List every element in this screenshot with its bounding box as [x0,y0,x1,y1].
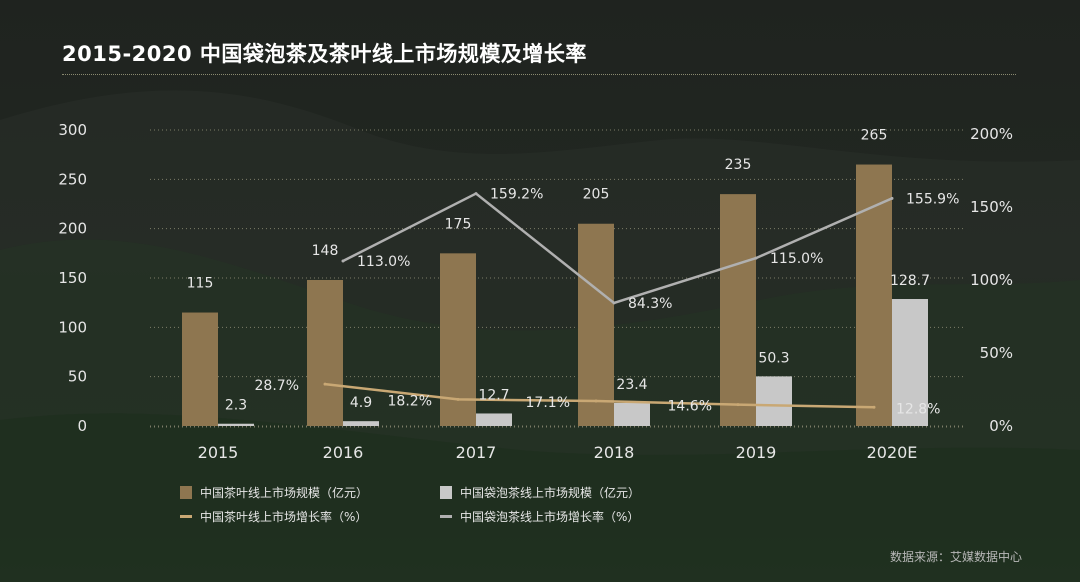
point-bagtea-growth [890,196,894,200]
bar-tea-value-label: 148 [312,243,339,259]
bar-bagtea-value-label: 50.3 [758,350,789,366]
x-tick-label: 2019 [736,443,777,462]
bar-bagtea-value-label: 12.7 [478,387,509,403]
y-left-tick-label: 100 [58,318,87,336]
bar-bagtea [476,413,512,426]
y-left-tick-label: 300 [58,121,87,139]
y-axis-left: 0 50 100 150 200 250 300 [58,121,87,435]
y-left-tick-label: 250 [58,170,87,188]
y-left-tick-label: 50 [68,368,87,386]
bar-bagtea-value-label: 2.3 [225,398,247,414]
bar-bagtea [218,423,254,426]
series-lines [323,192,894,409]
tea-growth-label: 14.6% [668,399,712,415]
legend-label: 中国茶叶线上市场增长率（%） [200,510,368,524]
y-right-tick-label: 150% [970,198,1013,216]
bagtea-growth-label: 159.2% [490,187,543,203]
point-tea-growth [456,397,460,401]
y-left-tick-label: 0 [77,417,87,435]
tea-growth-label: 28.7% [255,378,299,394]
y-right-tick-label: 100% [970,271,1013,289]
x-tick-label: 2015 [198,443,239,462]
tea-growth-label: 17.1% [526,395,570,411]
legend-swatch [440,486,452,499]
y-right-tick-label: 0% [989,417,1013,435]
legend-label: 中国袋泡茶线上市场规模（亿元） [460,486,641,500]
bar-tea [578,223,614,426]
bagtea-growth-label: 115.0% [770,251,823,267]
legend-item: 中国茶叶线上市场规模（亿元） [180,484,368,501]
x-tick-label: 2017 [456,443,497,462]
data-labels: 115 148 175 205 235 265 2.3 4.9 12.7 23.4 50.3 128.… [187,128,960,418]
legend-swatch [180,515,192,518]
title-divider [62,74,1016,75]
bar-tea [856,164,892,427]
point-tea-growth [736,403,740,407]
point-bagtea-growth [612,301,616,305]
x-tick-label: 2018 [594,443,635,462]
bagtea-growth-label: 84.3% [628,296,672,312]
x-tick-label: 2016 [323,443,364,462]
point-tea-growth [323,382,327,386]
y-left-tick-label: 150 [58,269,87,287]
bar-tea [720,194,756,426]
point-bagtea-growth [754,256,758,260]
x-tick-label: 2020E [867,443,918,462]
tea-growth-label: 12.8% [896,401,940,417]
page-title: 2015-2020 中国袋泡茶及茶叶线上市场规模及增长率 [62,42,587,66]
source-note: 数据来源：艾媒数据中心 [889,550,1022,564]
bar-bagtea-value-label: 4.9 [350,395,372,411]
bar-bagtea [614,402,650,426]
bar-tea-value-label: 205 [583,187,610,203]
legend-item: 中国袋泡茶线上市场增长率（%） [440,508,639,525]
legend-item: 中国茶叶线上市场增长率（%） [180,508,367,525]
tea-growth-label: 18.2% [388,393,432,409]
legend-swatch [180,486,192,499]
bar-tea [307,279,343,426]
bar-bagtea-value-label: 128.7 [890,273,930,289]
bagtea-growth-label: 113.0% [357,254,410,270]
bar-tea [182,312,218,426]
bar-bagtea [343,421,379,426]
legend-label: 中国茶叶线上市场规模（亿元） [200,486,369,500]
bar-tea-value-label: 235 [725,157,752,173]
bar-tea-value-label: 175 [445,216,472,232]
point-bagtea-growth [341,259,345,263]
y-axis-right: 0% 50% 100% 150% 200% [970,125,1013,435]
line-bagtea-growth [342,192,893,305]
bar-bagtea [756,376,792,426]
y-left-tick-label: 200 [58,220,87,238]
legend-label: 中国袋泡茶线上市场增长率（%） [460,510,640,524]
legend-item: 中国袋泡茶线上市场规模（亿元） [440,484,640,501]
bar-tea-value-label: 115 [187,276,214,292]
y-right-tick-label: 200% [970,125,1013,143]
bar-tea-value-label: 265 [861,128,888,144]
legend-swatch [440,515,452,518]
bagtea-growth-label: 155.9% [906,191,959,207]
point-tea-growth [594,399,598,403]
bar-bagtea [892,299,928,426]
bars [182,164,928,427]
y-right-tick-label: 50% [980,344,1013,362]
x-axis: 2015 2016 2017 2018 2019 2020E [150,426,965,462]
point-tea-growth [872,405,876,409]
point-bagtea-growth [474,192,478,196]
bar-bagtea-value-label: 23.4 [616,377,647,393]
